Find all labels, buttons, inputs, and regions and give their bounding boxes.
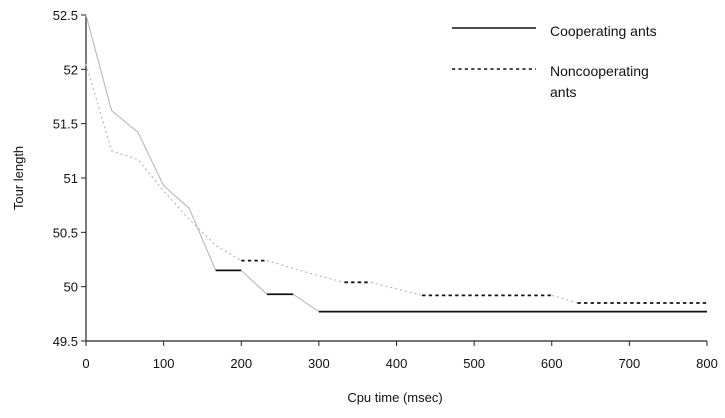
x-tick-label: 700	[619, 356, 641, 371]
y-axis-label: Tour length	[11, 146, 26, 210]
plot-series	[85, 14, 707, 313]
noncooperating-light-segment	[85, 63, 242, 262]
x-tick-label: 600	[541, 356, 563, 371]
y-tick-label: 51	[64, 171, 78, 186]
noncooperating-light-segment	[370, 281, 423, 296]
cooperating-light-segment	[292, 293, 320, 313]
x-tick-label: 300	[308, 356, 330, 371]
x-axis-label: Cpu time (msec)	[347, 390, 442, 405]
y-tick-label: 51.5	[53, 117, 78, 132]
y-tick-label: 50	[64, 280, 78, 295]
cooperating-light-segment	[240, 269, 268, 295]
legend-label-noncooperating: Noncooperating ants	[550, 63, 649, 100]
y-tick-label: 49.5	[53, 334, 78, 349]
cooperating-ants-series	[85, 14, 707, 313]
legend-label-line: Cooperating ants	[550, 23, 657, 39]
legend-label-line: Noncooperating	[550, 63, 649, 79]
x-tick-label: 200	[230, 356, 252, 371]
legend-label-line: ants	[550, 84, 576, 100]
legend-label-cooperating: Cooperating ants	[550, 23, 657, 39]
noncooperating-ants-series	[85, 63, 707, 304]
y-tick-label: 50.5	[53, 225, 78, 240]
x-tick-label: 400	[386, 356, 408, 371]
noncooperating-light-segment	[266, 260, 345, 283]
x-tick-label: 100	[153, 356, 175, 371]
x-tick-label: 800	[696, 356, 718, 371]
y-tick-label: 52	[64, 62, 78, 77]
cooperating-light-segment	[85, 14, 217, 271]
y-tick-label: 52.5	[53, 8, 78, 23]
x-tick-label: 500	[463, 356, 485, 371]
x-tick-label: 0	[82, 356, 89, 371]
noncooperating-light-segment	[551, 294, 578, 304]
legend: Cooperating ants Noncooperating ants	[452, 23, 657, 100]
axes: 52.5 52 51.5 51 50.5 50 49.5 0 100 200 300 400 500 60…	[53, 8, 718, 371]
